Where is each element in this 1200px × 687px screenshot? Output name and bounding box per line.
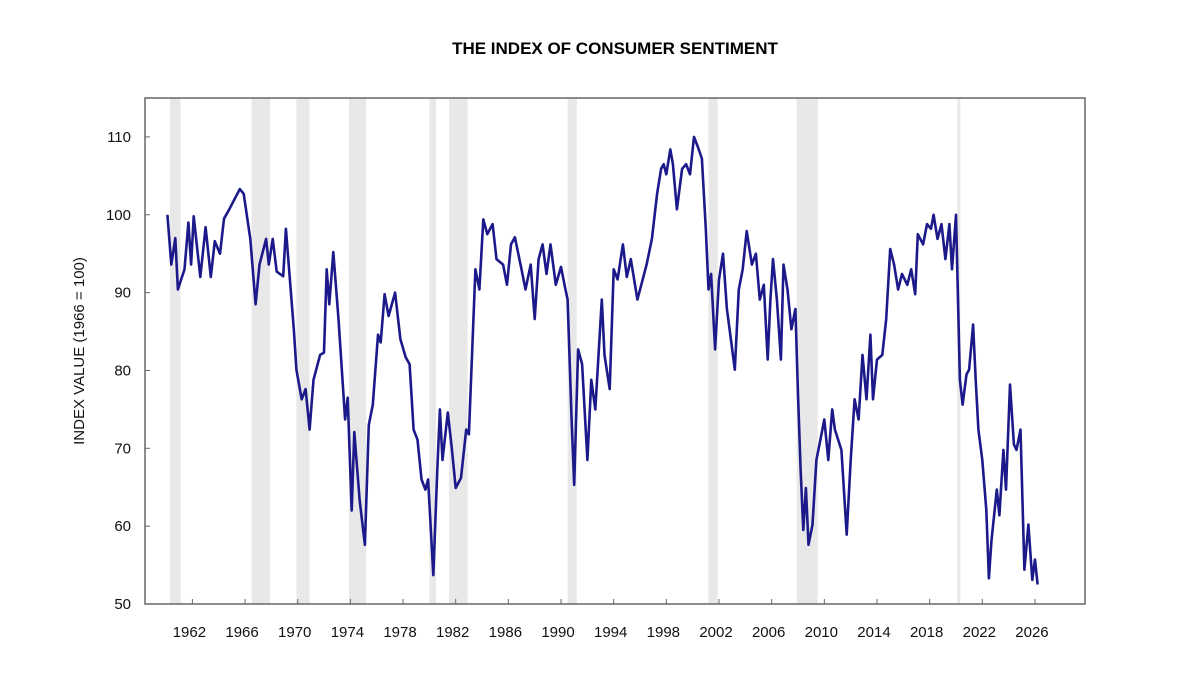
chart-title: THE INDEX OF CONSUMER SENTIMENT (452, 39, 778, 58)
x-tick-label: 2022 (963, 624, 996, 641)
recession-band (170, 98, 181, 604)
x-tick-label: 1974 (331, 624, 364, 641)
recession-band (296, 98, 310, 604)
x-tick-label: 2010 (805, 624, 838, 641)
x-tick-label: 2002 (699, 624, 732, 641)
x-tick-label: 2026 (1015, 624, 1048, 641)
x-axis: 1962 1966 1970 1974 1978 1982 1986 1990 1994 1998… (173, 599, 1049, 641)
x-tick-label: 1970 (278, 624, 311, 641)
x-tick-label: 1990 (541, 624, 574, 641)
y-tick-label: 60 (114, 518, 131, 535)
recession-band (251, 98, 271, 604)
y-tick-label: 70 (114, 440, 131, 457)
x-tick-label: 2018 (910, 624, 943, 641)
series-line (166, 135, 1039, 585)
x-tick-label: 1978 (383, 624, 416, 641)
y-tick-label: 100 (106, 207, 131, 224)
x-tick-label: 1994 (594, 624, 627, 641)
x-tick-label: 1966 (225, 624, 258, 641)
recession-band (429, 98, 436, 604)
y-axis-label: INDEX VALUE (1966 = 100) (71, 257, 88, 445)
x-tick-label: 1982 (436, 624, 469, 641)
y-axis: 50 60 70 80 90 100 110 (106, 129, 150, 613)
y-tick-label: 90 (114, 285, 131, 302)
y-tick-label: 80 (114, 362, 131, 379)
y-tick-label: 50 (114, 596, 131, 613)
plot-frame (144, 97, 1086, 605)
x-tick-label: 1998 (647, 624, 680, 641)
y-tick-label: 110 (107, 129, 131, 146)
recession-band (449, 98, 468, 604)
recession-bands (170, 98, 961, 604)
recession-band (567, 98, 577, 604)
x-tick-label: 1962 (173, 624, 206, 641)
x-tick-label: 2006 (752, 624, 785, 641)
recession-band (708, 98, 718, 604)
x-tick-label: 2014 (857, 624, 890, 641)
x-tick-label: 1986 (489, 624, 522, 641)
